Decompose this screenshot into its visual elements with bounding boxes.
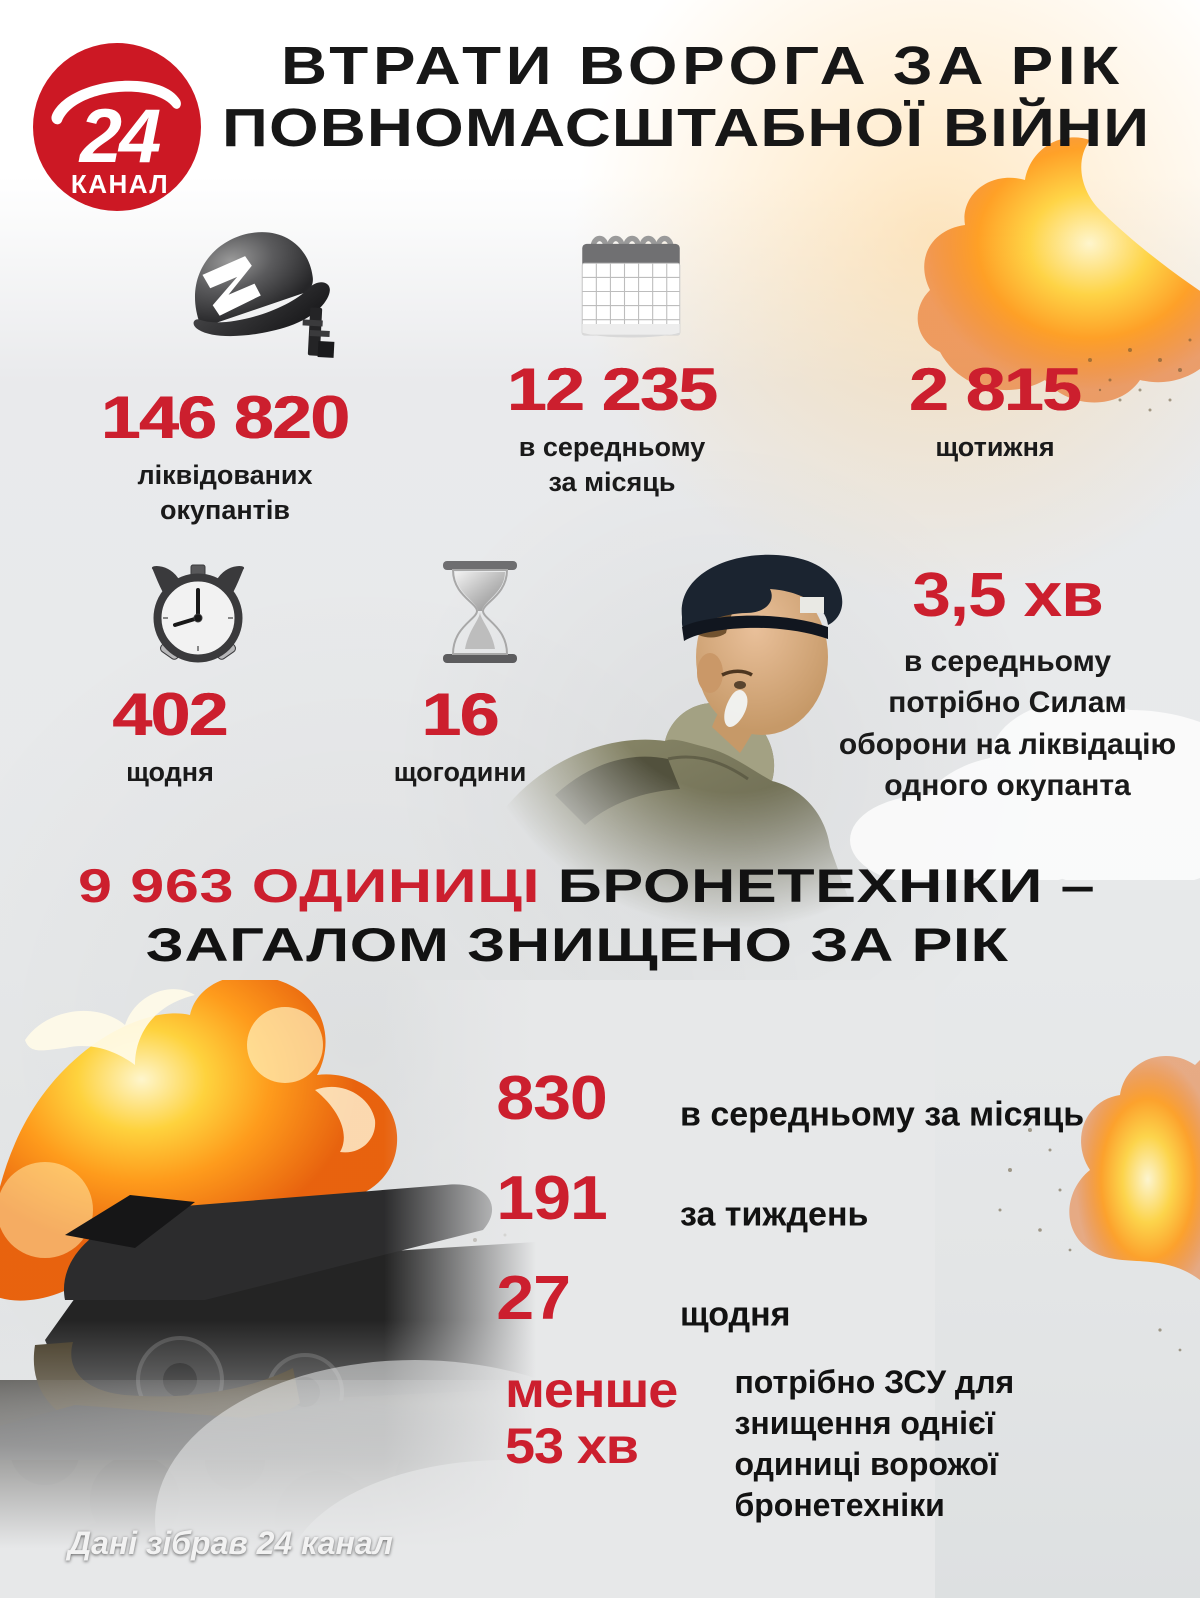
- svg-text:24: 24: [78, 94, 160, 179]
- svg-text:КАНАЛ: КАНАЛ: [71, 169, 169, 199]
